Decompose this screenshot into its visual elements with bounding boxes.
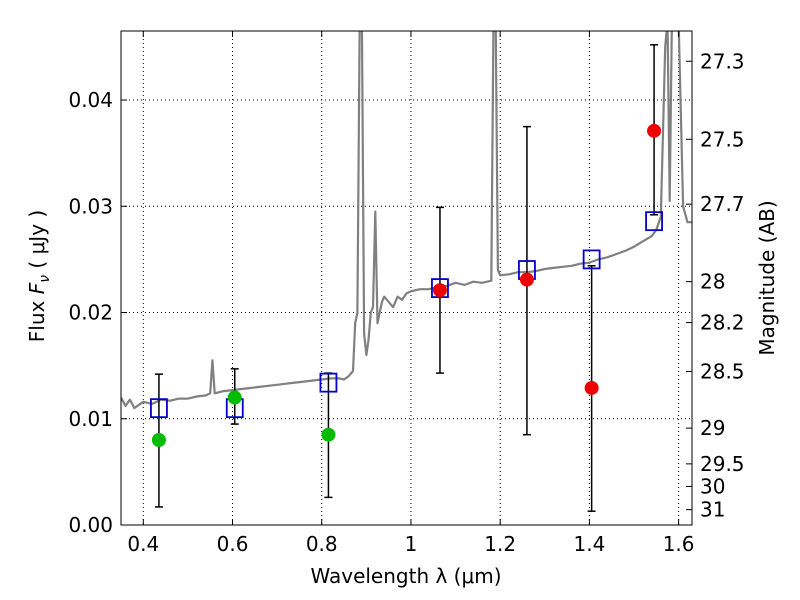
y2-tick-label: 28.2 [700,311,745,335]
y-axis: 0.00 0.01 0.02 0.03 0.04 [68,88,127,537]
y2-tick-label: 29.5 [700,452,745,476]
red-data-point [647,123,662,138]
y-axis-label-suffix: ( μJy ) [25,210,49,275]
y-axis-label-prefix: Flux [25,294,49,342]
y-tick-label: 0.02 [68,301,113,325]
x-tick-label: 1.4 [573,532,605,556]
axes-frame [120,30,693,526]
x-tick-label: 0.8 [306,532,338,556]
y2-tick-label: 30 [700,474,725,498]
y2-tick-label: 28.5 [700,359,745,383]
y-tick-label: 0.04 [68,88,113,112]
green-data-point [321,427,336,442]
grid-lines [121,31,692,525]
green-data-point [227,390,242,405]
x-tick-label: 0.6 [217,532,249,556]
y2-tick-label: 27.5 [700,127,745,151]
green-data-point [151,433,166,448]
plot-area [121,31,692,410]
y2-tick-label: 28 [700,270,725,294]
y-tick-label: 0.00 [68,513,113,537]
model-box-marker [319,372,338,393]
y-tick-label: 0.01 [68,407,113,431]
red-data-point [584,380,599,395]
red-data-point [519,272,534,287]
x-tick-label: 1.6 [663,532,695,556]
x-tick-label: 0.4 [127,532,159,556]
y2-tick-label: 29 [700,416,725,440]
y2-tick-label: 27.3 [700,49,745,73]
y2-axis-label: Magnitude (AB) [755,200,779,355]
model-box-marker [150,398,168,419]
x-tick-label: 1 [405,532,418,556]
y-axis-label-symbol: F [25,282,49,294]
x-axis: 0.4 0.6 0.8 1 1.2 1.4 1.6 [127,31,695,556]
y-axis-label: Flux Fν ( μJy ) [25,210,53,342]
y-tick-label: 0.03 [68,194,113,218]
y2-tick-label: 31 [700,498,725,522]
x-tick-label: 1.2 [484,532,516,556]
red-data-point [432,283,447,298]
y2-tick-label: 27.7 [700,192,745,216]
x-axis-label: Wavelength λ (μm) [310,564,501,588]
model-box-marker [582,249,601,270]
model-box-marker [645,211,663,232]
y-axis-label-subscript: ν [37,275,53,283]
spectrum-line [121,31,692,410]
